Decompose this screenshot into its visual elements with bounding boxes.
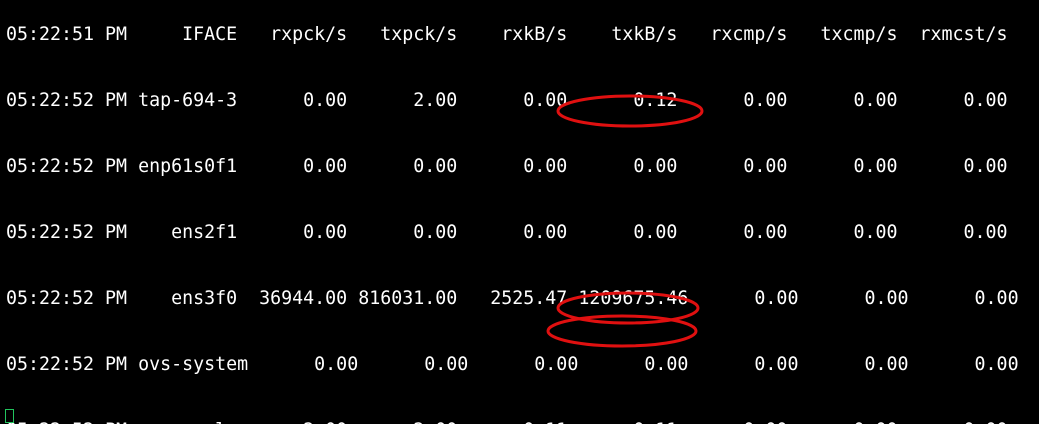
terminal-cursor [5,409,14,423]
table-row: 05:22:52 PM lo 2.00 2.00 0.11 0.11 0.00 … [6,420,1019,424]
table-row: 05:22:52 PM tap-694-3 0.00 2.00 0.00 0.1… [6,90,1008,111]
table-row: 05:22:52 PM ens3f0 36944.00 816031.00 25… [6,288,1019,309]
table-header-row: 05:22:51 PM IFACE rxpck/s txpck/s rxkB/s… [6,24,1008,45]
table-row: 05:22:52 PM ens2f1 0.00 0.00 0.00 0.00 0… [6,222,1008,243]
table-row: 05:22:52 PM ovs-system 0.00 0.00 0.00 0.… [6,354,1019,375]
sar-network-output: 05:22:51 PM IFACE rxpck/s txpck/s rxkB/s… [6,2,1019,424]
table-row: 05:22:52 PM enp61s0f1 0.00 0.00 0.00 0.0… [6,156,1008,177]
